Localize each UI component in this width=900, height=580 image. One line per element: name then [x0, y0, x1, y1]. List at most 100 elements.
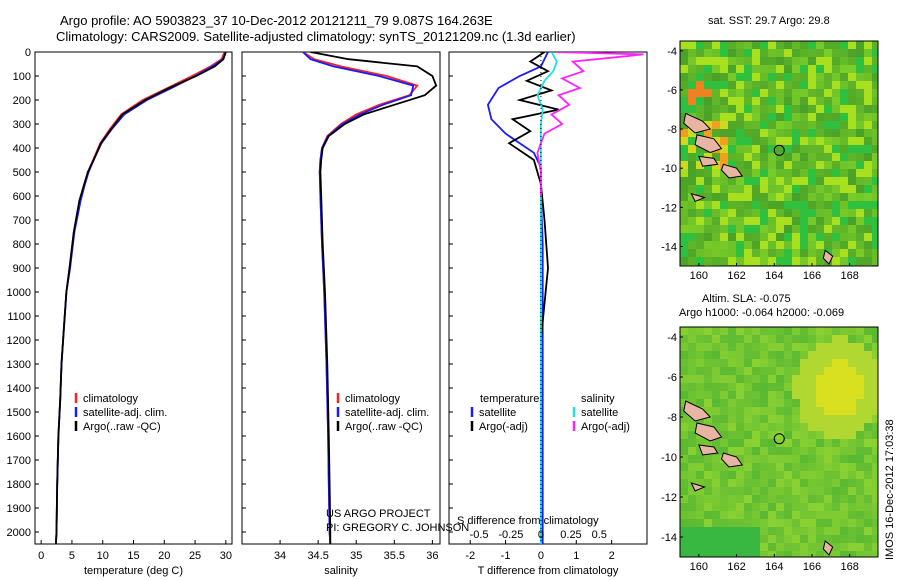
map-cell [792, 161, 800, 169]
map-cell [704, 73, 712, 81]
map-cell [848, 399, 856, 407]
y-tick-label: 400 [13, 143, 31, 155]
map-cell [848, 89, 856, 97]
map-cell [848, 327, 856, 335]
map-cell [680, 177, 688, 185]
map-cell [792, 535, 800, 543]
map-cell [752, 487, 760, 495]
map-cell [784, 519, 792, 527]
map-cell [784, 217, 792, 225]
map-cell [856, 153, 864, 161]
map-cell [720, 57, 728, 65]
map-cell [720, 201, 728, 209]
map-cell [744, 367, 752, 375]
map-cell [816, 511, 824, 519]
map-cell [704, 343, 712, 351]
map-cell [760, 367, 768, 375]
map-cell [840, 343, 848, 351]
map-cell [744, 177, 752, 185]
map-cell [768, 383, 776, 391]
map-cell [872, 431, 878, 439]
map-cell [872, 439, 878, 447]
map-cell [800, 177, 808, 185]
map-cell [736, 249, 744, 257]
map-cell [752, 351, 760, 359]
map-cell [840, 113, 848, 121]
map-cell [704, 153, 712, 161]
map-cell [736, 81, 744, 89]
map-cell [784, 447, 792, 455]
map-cell [792, 65, 800, 73]
map-cell [856, 375, 864, 383]
map-cell [808, 177, 816, 185]
map-cell [832, 431, 840, 439]
map-cell [760, 359, 768, 367]
map-cell [800, 511, 808, 519]
series-line [55, 52, 227, 544]
map-cell [760, 407, 768, 415]
x-axis-label: temperature (deg C) [84, 565, 183, 577]
map-cell [784, 527, 792, 535]
map-cell [704, 113, 712, 121]
map-cell [704, 209, 712, 217]
legend-label: satellite-adj. clim. [345, 407, 429, 419]
map-cell [704, 399, 712, 407]
map-cell [816, 407, 824, 415]
map-cell [832, 225, 840, 233]
map-cell [704, 249, 712, 257]
map-cell [808, 543, 816, 551]
series-group [302, 52, 438, 544]
map-cell [792, 527, 800, 535]
map-cell [824, 535, 832, 543]
map-cell [744, 49, 752, 57]
map-cell [856, 105, 864, 113]
map-cell [864, 495, 872, 503]
map-cell [696, 463, 704, 471]
map-cell [816, 439, 824, 447]
map-cell [848, 447, 856, 455]
map-cell [832, 41, 840, 49]
map-cell [808, 415, 816, 423]
map-cell [808, 41, 816, 49]
map-cell [864, 487, 872, 495]
map-cell [824, 399, 832, 407]
map-cell [808, 335, 816, 343]
map-cell [696, 57, 704, 65]
map-cell [736, 399, 744, 407]
map-cell [864, 335, 872, 343]
x-tick-label: 30 [220, 550, 232, 562]
map-cell [688, 169, 696, 177]
map-cell [824, 383, 832, 391]
map-cell [808, 249, 816, 257]
temperature-panel: 0100200300400500600700800900100011001200… [7, 47, 233, 577]
map-cell [752, 81, 760, 89]
map-cell [800, 327, 808, 335]
map-cell [712, 375, 720, 383]
map-cell [760, 81, 768, 89]
map-cell [800, 161, 808, 169]
map-cell [760, 495, 768, 503]
map-cell [696, 399, 704, 407]
island [683, 112, 712, 134]
map-cell [784, 351, 792, 359]
map-cell [736, 105, 744, 113]
map-cell [816, 225, 824, 233]
map-cell [848, 41, 856, 49]
map-cell [760, 49, 768, 57]
map-cell [720, 65, 728, 73]
map-cell [696, 161, 704, 169]
map-cell [824, 41, 832, 49]
map-cell [776, 49, 784, 57]
map-cell [768, 423, 776, 431]
map-cell [760, 487, 768, 495]
map-cell [752, 495, 760, 503]
map-cell [712, 503, 720, 511]
map-cell [752, 185, 760, 193]
map-cell [736, 327, 744, 335]
map-cell [776, 519, 784, 527]
map-cell [744, 495, 752, 503]
map-cell [856, 121, 864, 129]
map-cell [832, 161, 840, 169]
map-cell [832, 391, 840, 399]
